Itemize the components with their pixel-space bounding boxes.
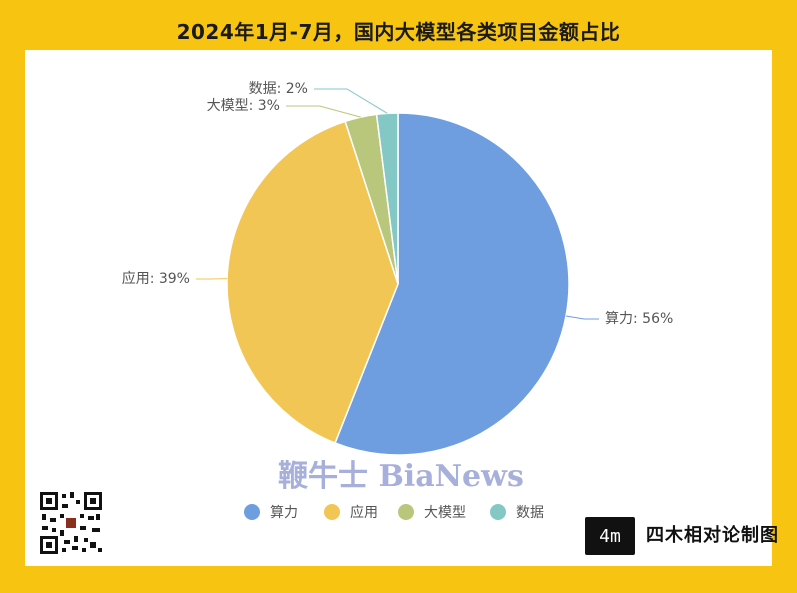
pie-data-label-1: 算力: 56%: [605, 311, 673, 327]
pie-leader-line-4: [314, 88, 388, 114]
pie-leader-line-1: [565, 315, 599, 320]
brand-logo-text: 四木相对论制图: [646, 525, 779, 546]
legend-marker-1: [244, 504, 260, 520]
legend-label-4: 数据: [516, 505, 544, 521]
legend-marker-4: [490, 504, 506, 520]
watermark: 鞭牛士 BiaNews: [278, 459, 524, 494]
chart-title: 2024年1月-7月，国内大模型各类项目金额占比: [176, 19, 621, 44]
title-bar: 2024年1月-7月，国内大模型各类项目金额占比: [0, 12, 797, 48]
pie-slice-2: [226, 120, 399, 444]
legend-label-3: 大模型: [424, 505, 466, 521]
legend-label-2: 应用: [350, 504, 378, 521]
brand-logo-icon: 4m: [585, 517, 635, 555]
legend-marker-3: [398, 504, 414, 520]
qr-code-image: [38, 490, 104, 556]
legend-label-1: 算力: [270, 505, 298, 521]
pie-data-label-4: 数据: 2%: [249, 81, 308, 97]
legend-marker-2: [324, 504, 340, 520]
pie-data-label-2: 应用: 39%: [122, 270, 190, 287]
pie-slice-1: [334, 112, 570, 456]
pie-data-label-3: 大模型: 3%: [207, 98, 280, 114]
pie-leader-line-3: [286, 105, 361, 118]
